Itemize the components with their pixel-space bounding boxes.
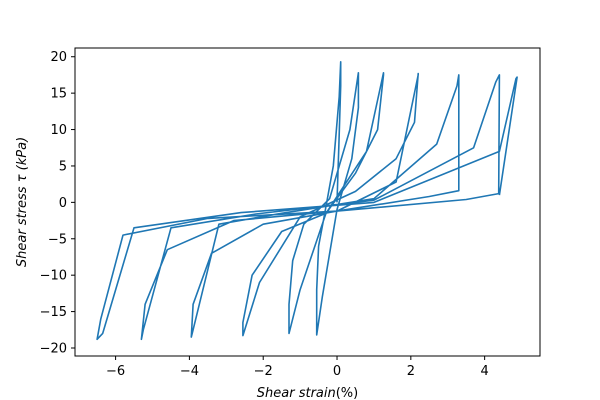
x-tick-label: 0 [333, 364, 341, 379]
x-tick-label: −2 [254, 364, 273, 379]
y-tick-label: 20 [50, 50, 67, 65]
y-tick-label: 0 [59, 196, 67, 211]
x-axis-label: Shear strain(%) [257, 386, 358, 400]
x-tick-label: −4 [180, 364, 199, 379]
y-tick-label: 15 [50, 87, 67, 102]
x-tick-label: 2 [407, 364, 415, 379]
y-tick-label: −10 [40, 269, 67, 284]
y-axis: −20 −15 −10 −5 0 5 10 15 20 [40, 50, 75, 356]
y-tick-label: 10 [50, 123, 67, 138]
y-axis-label: Shear stress τ (kPa) [15, 137, 30, 267]
x-axis-label-main: Shear strain [257, 386, 336, 400]
x-axis-label-unit: (%) [336, 386, 359, 400]
x-axis: −6 −4 −2 0 2 4 [106, 356, 489, 379]
y-tick-label: −20 [40, 341, 67, 356]
y-tick-label: −15 [40, 305, 67, 320]
y-tick-label: −5 [48, 232, 67, 247]
x-tick-label: −6 [106, 364, 125, 379]
x-tick-label: 4 [481, 364, 489, 379]
series-line [96, 61, 518, 341]
y-tick-label: 5 [59, 159, 67, 174]
